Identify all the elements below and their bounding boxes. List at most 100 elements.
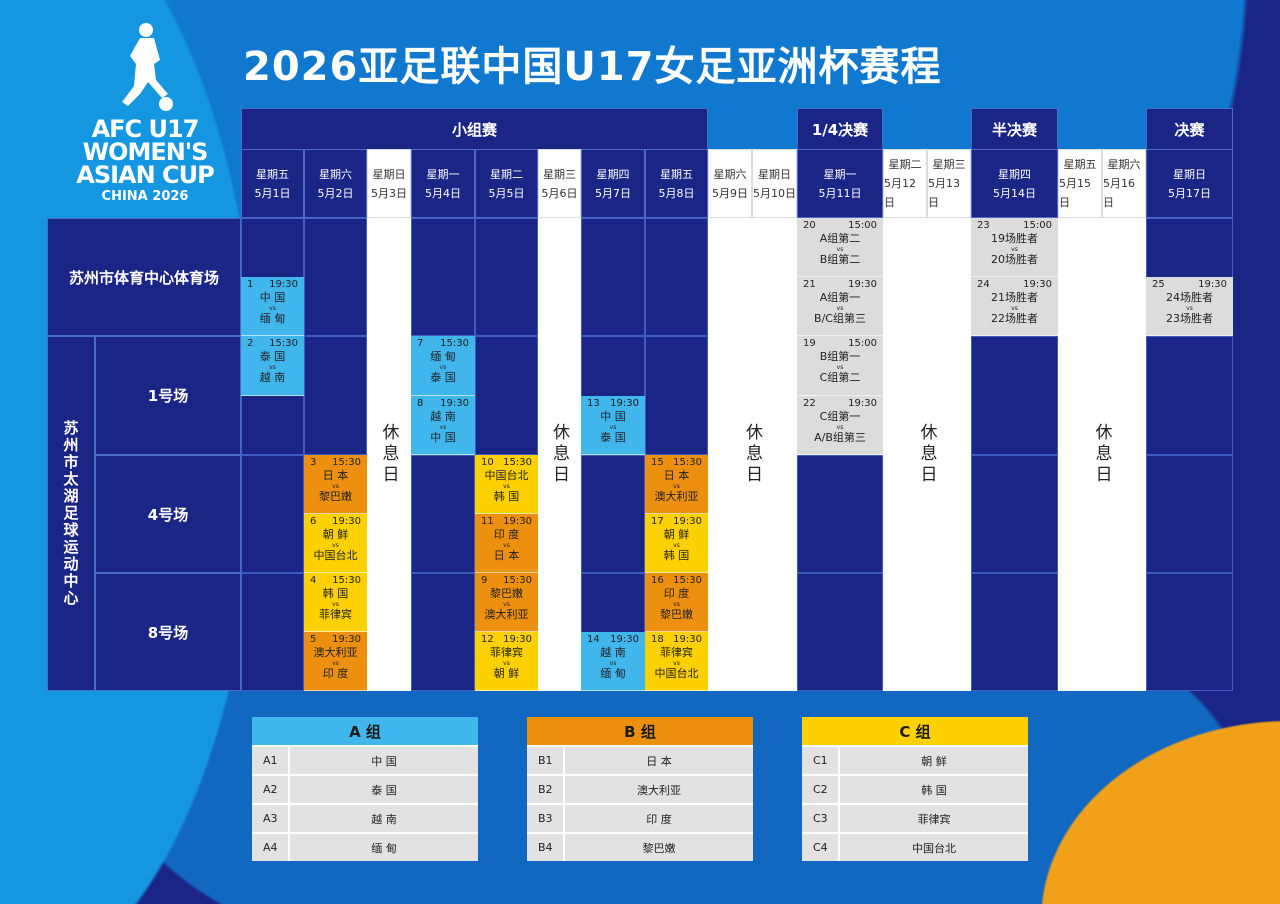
match-cell[interactable]: 11 19:30 印 度 vs 日 本 (475, 514, 538, 573)
weekday-label: 星期六 (713, 167, 747, 181)
match-meta: 7 15:30 (411, 336, 475, 350)
away-team: 缅 甸 (600, 667, 626, 680)
home-team: 澳大利亚 (313, 646, 358, 659)
team-seed: B1 (527, 747, 565, 774)
match-cell[interactable]: 4 15:30 韩 国 vs 菲律宾 (304, 573, 367, 632)
team-seed: B4 (527, 834, 565, 861)
match-cell[interactable]: 8 19:30 越 南 vs 中 国 (411, 395, 475, 455)
match-meta: 17 19:30 (645, 514, 708, 528)
empty-slot (304, 336, 367, 455)
away-team: 菲律宾 (319, 608, 352, 621)
away-team: B组第二 (819, 253, 861, 266)
match-cell[interactable]: 5 19:30 澳大利亚 vs 印 度 (304, 632, 367, 691)
vs-label: vs (673, 601, 680, 608)
match-cell[interactable]: 9 15:30 黎巴嫩 vs 澳大利亚 (475, 573, 538, 632)
weekday-label: 星期四 (596, 167, 630, 181)
team-seed: A1 (252, 747, 290, 774)
group-title: B 组 (527, 717, 753, 745)
match-meta: 1 19:30 (241, 277, 304, 291)
vs-label: vs (836, 364, 844, 371)
away-team: 20场胜者 (991, 253, 1038, 266)
match-cell[interactable]: 16 15:30 印 度 vs 黎巴嫩 (645, 573, 708, 632)
home-team: 印 度 (663, 587, 690, 600)
date-header: 星期三 5月6日 (538, 149, 581, 218)
weekday-label: 星期五 (660, 167, 693, 181)
match-cell[interactable]: 6 19:30 朝 鲜 vs 中国台北 (304, 514, 367, 573)
stage-header: 小组赛 (241, 108, 708, 150)
match-meta: 3 15:30 (304, 455, 367, 469)
match-number: 5 (310, 634, 317, 645)
match-time: 19:30 (848, 279, 877, 290)
match-cell[interactable]: 24 19:30 21场胜者 vs 22场胜者 (971, 277, 1058, 336)
match-cell[interactable]: 20 15:00 A组第二 vs B组第二 (797, 218, 883, 277)
empty-slot (645, 218, 708, 336)
date-label: 5月1日 (254, 186, 291, 200)
match-cell[interactable]: 17 19:30 朝 鲜 vs 韩 国 (645, 514, 708, 573)
match-number: 7 (417, 338, 424, 349)
match-cell[interactable]: 22 19:30 C组第一 vs A/B组第三 (797, 395, 883, 455)
weekday-label: 星期一 (426, 167, 460, 181)
empty-slot (971, 573, 1058, 691)
stage-header: 决赛 (1146, 108, 1233, 150)
date-header: 星期日 5月17日 (1146, 149, 1233, 218)
team-name: 中 国 (371, 754, 397, 768)
match-cell[interactable]: 23 15:00 19场胜者 vs 20场胜者 (971, 218, 1058, 277)
away-team: 缅 甸 (259, 312, 286, 325)
away-team: 泰 国 (430, 371, 456, 384)
weekday-label: 星期四 (998, 167, 1031, 181)
match-number: 12 (481, 634, 494, 645)
match-cell[interactable]: 2 15:30 泰 国 vs 越 南 (241, 336, 304, 396)
date-header: 星期一 5月11日 (797, 149, 883, 218)
date-header: 星期五 5月8日 (645, 149, 708, 218)
home-team: 越 南 (600, 646, 626, 659)
match-cell[interactable]: 7 15:30 缅 甸 vs 泰 国 (411, 336, 475, 396)
weekday-label: 星期二 (490, 167, 523, 181)
match-cell[interactable]: 15 15:30 日 本 vs 澳大利亚 (645, 455, 708, 514)
vs-label: vs (673, 660, 680, 667)
date-header: 星期六 5月16日 (1102, 149, 1146, 218)
match-meta: 8 19:30 (411, 396, 475, 410)
stage-header: 1/4决赛 (797, 108, 883, 150)
match-cell[interactable]: 14 19:30 越 南 vs 缅 甸 (581, 632, 645, 691)
match-meta: 2 15:30 (241, 336, 304, 350)
player-silhouette-icon (122, 23, 173, 111)
match-cell[interactable]: 3 15:30 日 本 vs 黎巴嫩 (304, 455, 367, 514)
logo-line: AFC U17 (91, 115, 200, 143)
away-team: 印 度 (322, 667, 349, 680)
match-time: 19:30 (269, 279, 298, 290)
logo-line: ASIAN CUP (76, 161, 215, 189)
rest-day-column: 休息日 (538, 218, 581, 691)
match-cell[interactable]: 25 19:30 24场胜者 vs 23场胜者 (1146, 277, 1233, 336)
match-time: 15:30 (503, 575, 532, 586)
match-cell[interactable]: 10 15:30 中国台北 vs 韩 国 (475, 455, 538, 514)
team-seed: A3 (252, 805, 290, 832)
home-team: 越 南 (430, 409, 456, 423)
date-header: 星期六 5月9日 (708, 149, 752, 218)
match-number: 17 (651, 516, 664, 527)
logo-line: WOMEN'S (82, 138, 209, 166)
match-cell[interactable]: 12 19:30 菲律宾 vs 朝 鲜 (475, 632, 538, 691)
team-name: 中国台北 (912, 841, 956, 855)
match-cell[interactable]: 13 19:30 中 国 vs 泰 国 (581, 395, 645, 455)
match-cell[interactable]: 19 15:00 B组第一 vs C组第二 (797, 336, 883, 396)
group-title: C 组 (802, 717, 1028, 745)
match-number: 15 (651, 457, 664, 468)
match-cell[interactable]: 18 19:30 菲律宾 vs 中国台北 (645, 632, 708, 691)
group-table-c: C 组 C1 朝 鲜 C2 韩 国 C3 菲律宾 C4 中国台北 (802, 717, 1028, 861)
match-number: 3 (310, 457, 317, 468)
venue-pitch: 4号场 (95, 455, 241, 573)
empty-slot (971, 336, 1058, 455)
away-team: 22场胜者 (991, 312, 1038, 325)
group-team-row: B1 日 本 (527, 745, 753, 774)
home-team: 21场胜者 (991, 291, 1038, 304)
page-title: 2026亚足联中国U17女足亚洲杯赛程 (243, 44, 942, 90)
vs-label: vs (332, 483, 339, 490)
home-team: 韩 国 (322, 587, 349, 600)
home-team: 中 国 (600, 409, 626, 423)
match-cell[interactable]: 1 19:30 中 国 vs 缅 甸 (241, 277, 304, 336)
pitch-label: 1号场 (147, 387, 189, 405)
away-team: 黎巴嫩 (319, 490, 352, 503)
match-cell[interactable]: 21 19:30 A组第一 vs B/C组第三 (797, 277, 883, 336)
team-name: 朝 鲜 (921, 754, 947, 768)
home-team: 缅 甸 (430, 350, 456, 363)
